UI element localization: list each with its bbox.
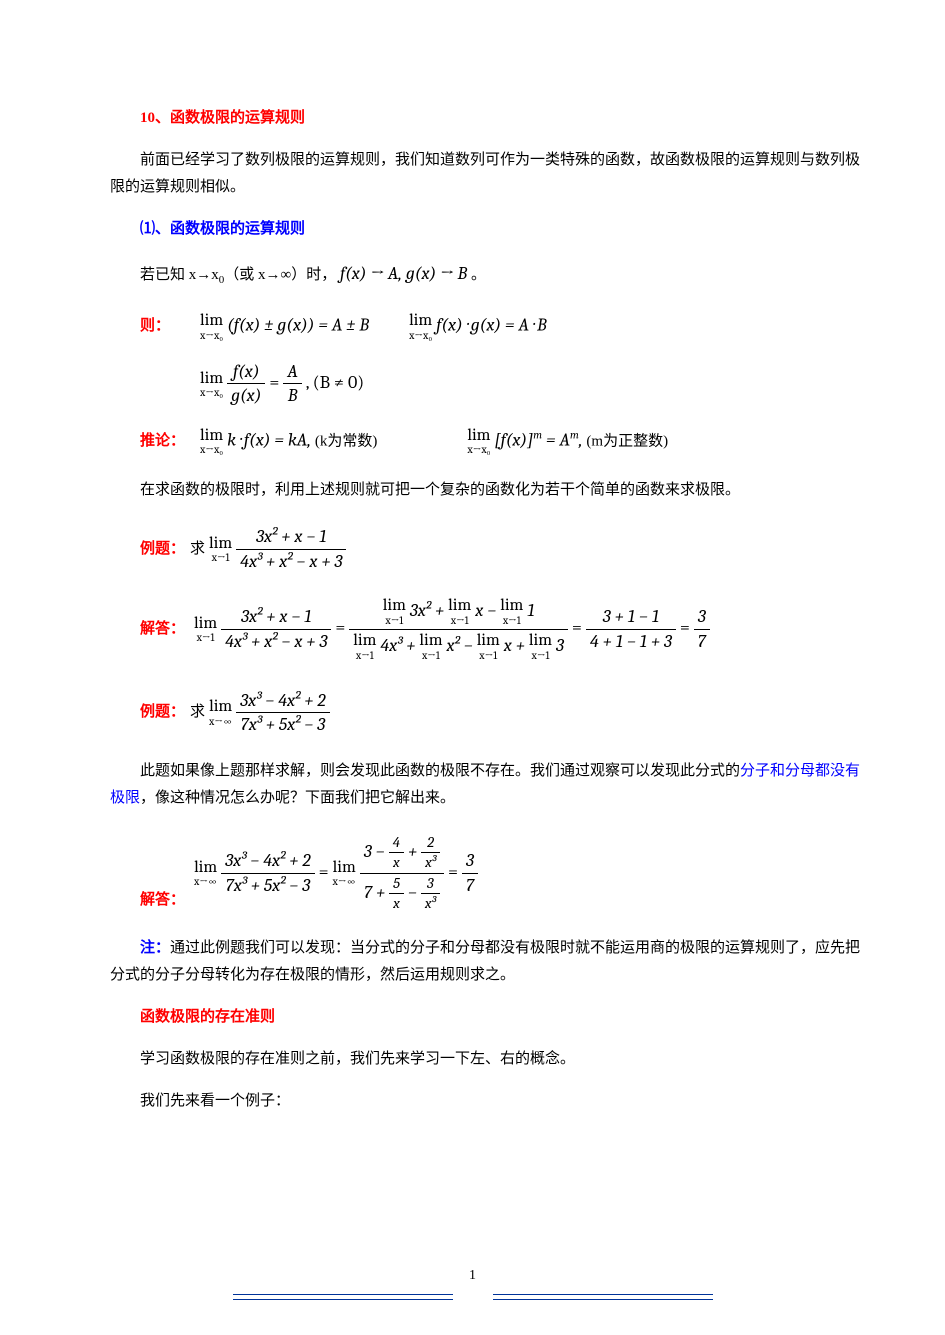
- eq-cor-1: limx→x₀ k · f(x) = kA, (k为常数): [200, 426, 377, 457]
- label-example-1: 例题：: [140, 536, 190, 563]
- premise-line: 若已知 x→x0（或 x→∞）时， f(x) → A, g(x) → B 。: [110, 258, 870, 290]
- ans2-expr: limx→∞ 3x³ − 4x² + 27x³ + 5x² − 3 = limx…: [194, 833, 478, 914]
- section2-p1: 学习函数极限的存在准则之前，我们先来学习一下左、右的概念。: [110, 1046, 870, 1073]
- answer-1: 解答： limx→1 3x² + x − 14x³ + x² − x + 3 =…: [110, 589, 870, 669]
- ex2-expr: limx→∞ 3x³ − 4x² + 27x³ + 5x² − 3: [209, 689, 330, 737]
- label-answer-2: 解答：: [140, 887, 190, 920]
- eq-then-row1: 则： limx→x₀ (f(x) ± g(x)) = A ± B limx→x₀…: [110, 305, 870, 348]
- eq-then-1b: limx→x₀ f(x) · g(x) = A · B: [409, 311, 547, 342]
- eq-then-2: limx→x₀ f(x)g(x) = AB , (B ≠ 0): [200, 360, 364, 408]
- premise-prefix: 若已知 x→x: [140, 267, 219, 283]
- rules-paragraph: 在求函数的极限时，利用上述规则就可把一个复杂的函数化为若干个简单的函数来求极限。: [110, 477, 870, 504]
- premise-end: 。: [471, 267, 486, 283]
- label-note: 注：: [140, 940, 170, 956]
- page-number: 1: [0, 1263, 945, 1288]
- footer-lines: [0, 1294, 945, 1300]
- section2-title-text: 函数极限的存在准则: [140, 1009, 275, 1025]
- label-corollary: 推论：: [140, 428, 190, 455]
- title-text: 10、函数极限的运算规则: [140, 110, 305, 126]
- note-text: 通过此例题我们可以发现：当分式的分子和分母都没有极限时就不能运用商的极限的运算规…: [110, 940, 860, 983]
- eq-then-row2: limx→x₀ f(x)g(x) = AB , (B ≠ 0): [110, 354, 870, 414]
- section2-title: 函数极限的存在准则: [110, 1004, 870, 1031]
- section-title: 10、函数极限的运算规则: [110, 105, 870, 132]
- ex1-expr: limx→1 3x² + x − 14x³ + x² − x + 3: [209, 525, 346, 573]
- label-then: 则：: [140, 313, 190, 340]
- answer-2: 解答： limx→∞ 3x³ − 4x² + 27x³ + 5x² − 3 = …: [110, 827, 870, 920]
- ans1-expr: limx→1 3x² + x − 14x³ + x² − x + 3 = lim…: [194, 595, 710, 663]
- subsection-title: ⑴、函数极限的运算规则: [110, 216, 870, 243]
- example-2: 例题： 求 limx→∞ 3x³ − 4x² + 27x³ + 5x² − 3: [110, 683, 870, 743]
- page-container: 10、函数极限的运算规则 前面已经学习了数列极限的运算规则，我们知道数列可作为一…: [0, 0, 945, 1335]
- example-1: 例题： 求 limx→1 3x² + x − 14x³ + x² − x + 3: [110, 519, 870, 579]
- ex2-discussion: 此题如果像上题那样求解，则会发现此函数的极限不存在。我们通过观察可以发现此分式的…: [110, 758, 870, 812]
- label-example-2: 例题：: [140, 699, 190, 726]
- premise-math: f(x) → A, g(x) → B: [340, 263, 467, 284]
- ex2-prefix: 求: [190, 699, 205, 726]
- section2-p2: 我们先来看一个例子：: [110, 1088, 870, 1115]
- intro-paragraph: 前面已经学习了数列极限的运算规则，我们知道数列可作为一类特殊的函数，故函数极限的…: [110, 147, 870, 201]
- premise-mid: （或 x→∞）时，: [224, 267, 336, 283]
- footer-line-left: [233, 1294, 453, 1300]
- eq-cor-2: limx→x₀ [f(x)]m = Am, (m为正整数): [467, 426, 668, 457]
- note-paragraph: 注：通过此例题我们可以发现：当分式的分子和分母都没有极限时就不能运用商的极限的运…: [110, 935, 870, 989]
- ex1-prefix: 求: [190, 536, 205, 563]
- footer-line-right: [493, 1294, 713, 1300]
- page-footer: 1: [0, 1263, 945, 1300]
- eq-corollary-row: 推论： limx→x₀ k · f(x) = kA, (k为常数) limx→x…: [110, 420, 870, 463]
- sub1-text: ⑴、函数极限的运算规则: [140, 221, 305, 237]
- ex2-discuss-b: ，像这种情况怎么办呢？下面我们把它解出来。: [140, 790, 455, 806]
- eq-then-1a: limx→x₀ (f(x) ± g(x)) = A ± B: [200, 311, 369, 342]
- ex2-discuss-a: 此题如果像上题那样求解，则会发现此函数的极限不存在。我们通过观察可以发现此分式的: [140, 763, 740, 779]
- label-answer-1: 解答：: [140, 616, 190, 643]
